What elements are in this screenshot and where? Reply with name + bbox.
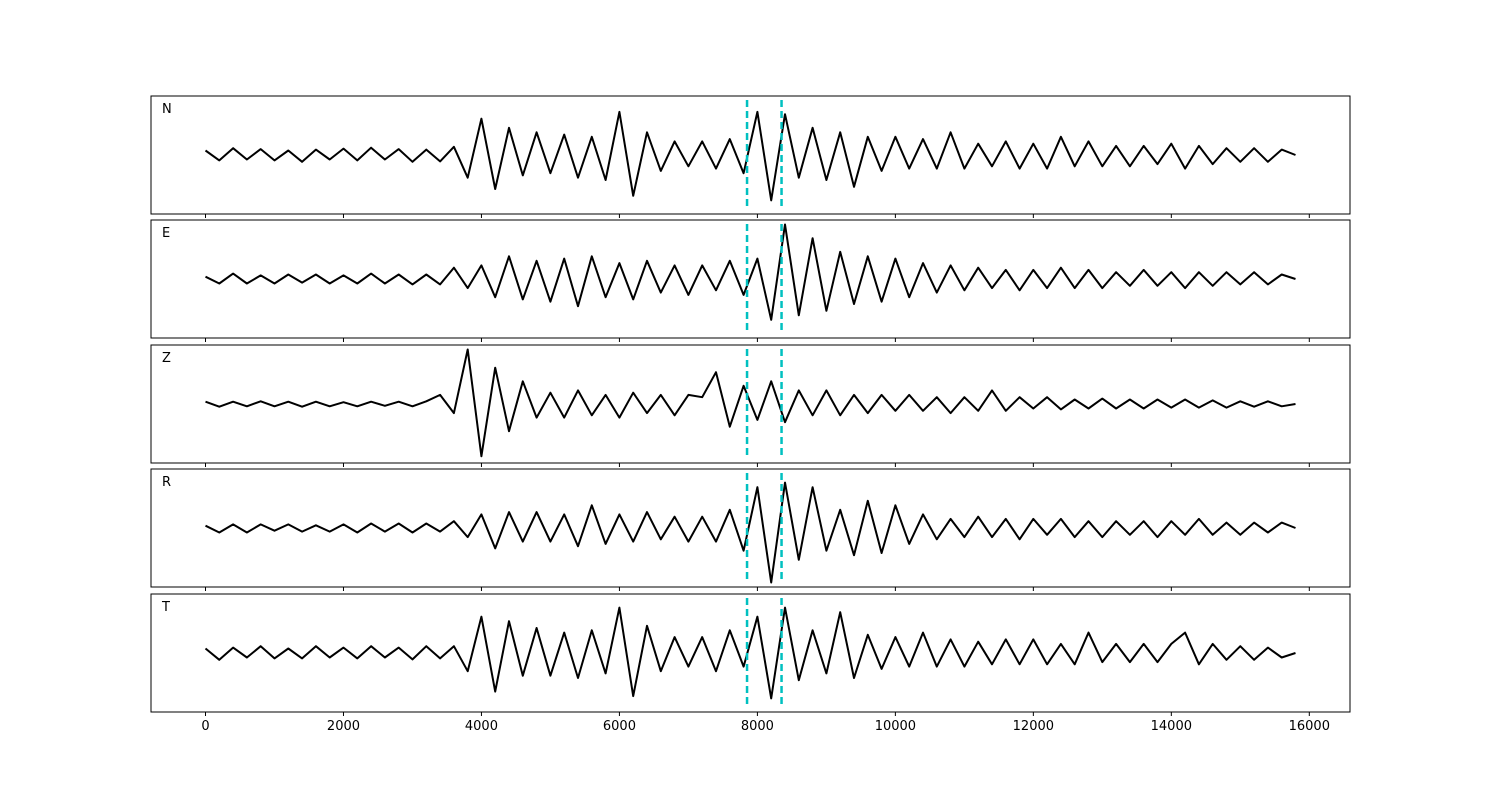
trace-label: N — [162, 102, 172, 117]
x-tick-label: 2000 — [327, 719, 360, 734]
x-tick-label: 8000 — [741, 719, 774, 734]
x-tick-label: 16000 — [1289, 719, 1330, 734]
trace-label: R — [162, 475, 171, 490]
trace-label: T — [161, 600, 170, 615]
trace-label: Z — [162, 351, 171, 366]
waveform — [204, 606, 1296, 700]
x-tick-label: 4000 — [465, 719, 498, 734]
x-tick-label: 10000 — [875, 719, 916, 734]
trace-label: E — [162, 226, 170, 241]
axes-frame — [150, 95, 1351, 215]
x-tick-label: 6000 — [603, 719, 636, 734]
x-tick-label: 0 — [201, 719, 209, 734]
axes-frame — [150, 468, 1351, 588]
waveform — [205, 481, 1296, 584]
waveform — [205, 348, 1296, 458]
axes-frame — [150, 593, 1351, 713]
waveform — [204, 110, 1296, 202]
x-tick-label: 12000 — [1013, 719, 1054, 734]
x-tick-label: 14000 — [1151, 719, 1192, 734]
waveform — [205, 223, 1296, 321]
